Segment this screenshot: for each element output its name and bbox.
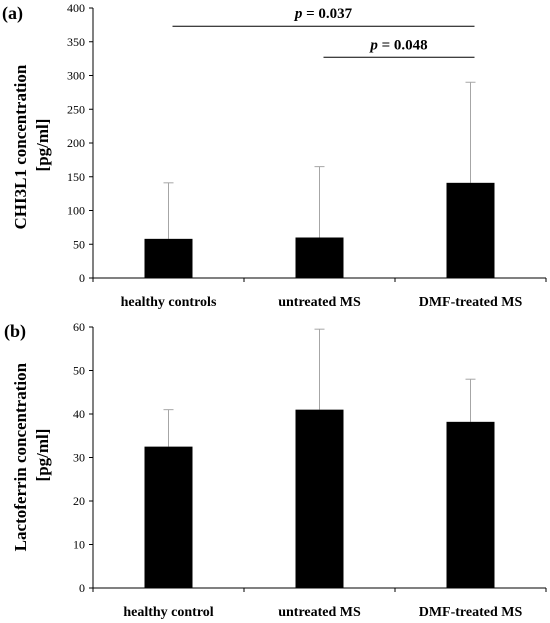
category-label-a: DMF-treated MS <box>419 295 523 310</box>
chart-panel-a: (a) CHI3L1 concentration [pg/ml] 0 50 100 1… <box>2 1 547 310</box>
y-axis-title-b: Lactoferrin concentration [pg/ml] <box>11 359 52 552</box>
plot-area-b: 0 10 20 30 40 50 60 healthy control untreated MS… <box>73 320 547 620</box>
y-tick-label-b: 20 <box>73 494 85 508</box>
y-tick-label-a: 150 <box>67 170 85 184</box>
category-label-b: DMF-treated MS <box>419 605 523 620</box>
y-axis-title-a: CHI3L1 concentration [pg/ml] <box>11 60 52 229</box>
significance-label-a: p = 0.048 <box>368 37 427 53</box>
bar-a <box>446 182 495 278</box>
category-label-b: healthy control <box>123 605 213 620</box>
y-tick-label-b: 30 <box>73 451 85 465</box>
bar-a <box>295 237 344 278</box>
y-axis-title-b-line1: Lactoferrin concentration <box>11 362 30 551</box>
bar-a <box>144 238 193 278</box>
y-tick-label-a: 400 <box>67 1 85 15</box>
category-label-a: healthy controls <box>121 295 217 310</box>
y-tick-label-a: 200 <box>67 136 85 150</box>
y-tick-label-b: 40 <box>73 407 85 421</box>
category-label-b: untreated MS <box>278 605 361 620</box>
y-axis-title-a-line2: [pg/ml] <box>33 119 52 172</box>
y-tick-label-b: 50 <box>73 364 85 378</box>
bar-b <box>446 421 495 588</box>
category-label-a: untreated MS <box>278 295 361 310</box>
panel-label-b: (b) <box>4 321 26 342</box>
bar-b <box>144 446 193 588</box>
bar-b <box>295 409 344 588</box>
y-tick-label-a: 350 <box>67 35 85 49</box>
y-tick-label-a: 0 <box>79 271 85 285</box>
plot-area-a: 0 50 100 150 200 250 300 350 400 healthy controls… <box>67 1 547 310</box>
y-tick-label-b: 60 <box>73 320 85 334</box>
y-tick-label-a: 100 <box>67 204 85 218</box>
y-axis-title-a-line1: CHI3L1 concentration <box>11 64 30 229</box>
y-tick-label-a: 50 <box>73 237 85 251</box>
chart-panel-b: (b) Lactoferrin concentration [pg/ml] 0 1… <box>4 320 547 620</box>
y-axis-title-b-line2: [pg/ml] <box>33 429 52 482</box>
y-tick-label-b: 0 <box>79 581 85 595</box>
significance-label-a: p = 0.037 <box>293 6 353 22</box>
y-tick-label-b: 10 <box>73 538 85 552</box>
panel-label-a: (a) <box>2 3 23 24</box>
y-tick-label-a: 250 <box>67 102 85 116</box>
y-tick-label-a: 300 <box>67 69 85 83</box>
